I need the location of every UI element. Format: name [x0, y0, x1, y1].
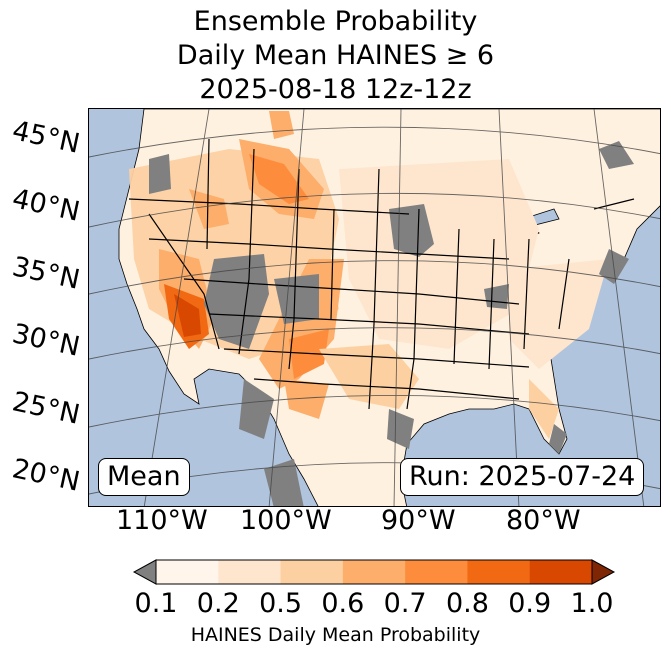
lat-label-30: 30°N: [9, 318, 83, 363]
colorbar-segment: [280, 560, 344, 584]
colorbar-tick-label: 0.8: [445, 588, 489, 619]
lon-label-110: 110°W: [116, 505, 208, 536]
colorbar-tick-label: 0.9: [508, 588, 552, 619]
lon-label-90: 90°W: [381, 505, 456, 536]
lat-label-25: 25°N: [9, 386, 83, 431]
colorbar-tick-label: 0.5: [259, 588, 303, 619]
title-line-1: Ensemble Probability: [193, 6, 478, 37]
lon-label-80: 80°W: [506, 505, 581, 536]
colorbar-label: HAINES Daily Mean Probability: [190, 624, 481, 646]
title-line-3: 2025-08-18 12z-12z: [199, 74, 472, 105]
colorbar-tick-label: 0.2: [196, 588, 240, 619]
colorbar-tick-label: 0.7: [383, 588, 427, 619]
colorbar-segment: [218, 560, 282, 584]
run-date-box: Run: 2025-07-24: [400, 458, 645, 496]
colorbar-segment: [467, 560, 531, 584]
colorbar-under-arrow: [132, 559, 157, 585]
colorbar-outline: [155, 559, 593, 585]
probability-map: [88, 108, 661, 507]
lat-label-40: 40°N: [9, 183, 83, 228]
graticule: [89, 109, 660, 506]
colorbar-segment: [342, 560, 406, 584]
map-canvas: [89, 109, 660, 506]
lat-label-35: 35°N: [9, 251, 83, 296]
title-line-2: Daily Mean HAINES ≥ 6: [176, 40, 495, 71]
colorbar-tick-label: 0.6: [321, 588, 365, 619]
colorbar-tick-label: 1.0: [570, 588, 614, 619]
colorbar: [132, 559, 616, 585]
stat-label-box: Mean: [98, 458, 190, 496]
colorbar-tick-label: 0.1: [134, 588, 178, 619]
colorbar-over-arrow: [591, 559, 616, 585]
gulf-of-california: [209, 409, 254, 479]
state-borders: [128, 138, 635, 410]
lon-label-100: 100°W: [240, 505, 332, 536]
colorbar-segment: [156, 560, 219, 584]
lat-label-45: 45°N: [9, 115, 83, 160]
lat-label-20: 20°N: [9, 453, 83, 498]
colorbar-segment: [529, 560, 593, 584]
colorbar-segment: [405, 560, 468, 584]
